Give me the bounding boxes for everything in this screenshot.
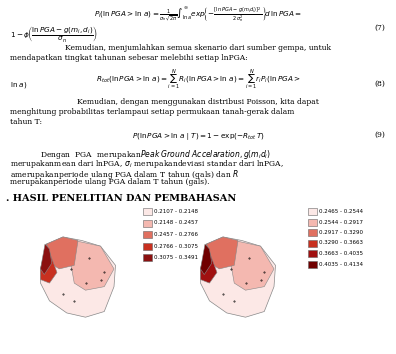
Text: (8): (8) xyxy=(374,80,385,88)
Text: 0.2544 - 0.2917: 0.2544 - 0.2917 xyxy=(319,219,363,224)
Text: 0.2107 - 0.2148: 0.2107 - 0.2148 xyxy=(154,209,198,214)
Text: $P_i(\ln PGA > \ln\,a) = \frac{1}{\sigma_n\sqrt{2\pi}}\int_{\ln a}^{\infty} exp\: $P_i(\ln PGA > \ln\,a) = \frac{1}{\sigma… xyxy=(94,6,302,24)
Text: 0.3075 - 0.3491: 0.3075 - 0.3491 xyxy=(154,255,198,260)
Text: $\ln\,a)$: $\ln\,a)$ xyxy=(10,80,28,90)
Bar xyxy=(143,242,152,250)
Text: merupakanmean dari lnPGA, $\sigma_i$ merupakandeviasi standar dari lnPGA,: merupakanmean dari lnPGA, $\sigma_i$ mer… xyxy=(10,158,284,170)
Text: Dengan  PGA  merupakan$\mathit{Peak\ Ground\ Accelaration,}g(m_id_i)$: Dengan PGA merupakan$\mathit{Peak\ Groun… xyxy=(40,148,271,161)
Bar xyxy=(143,208,152,215)
Text: (7): (7) xyxy=(374,24,385,32)
Text: 0.3663 - 0.4035: 0.3663 - 0.4035 xyxy=(319,251,363,256)
Text: merupakanperiode ulang PGA dalam T tahun (gals).: merupakanperiode ulang PGA dalam T tahun… xyxy=(10,178,209,186)
Text: tahun T:: tahun T: xyxy=(10,118,42,126)
Bar xyxy=(143,219,152,227)
Text: . HASIL PENELITIAN DAN PEMBAHASAN: . HASIL PENELITIAN DAN PEMBAHASAN xyxy=(6,194,236,203)
Text: 0.2148 - 0.2457: 0.2148 - 0.2457 xyxy=(154,221,198,225)
Polygon shape xyxy=(40,237,116,317)
Bar xyxy=(308,229,317,236)
Polygon shape xyxy=(40,244,52,275)
Text: 0.2465 - 0.2544: 0.2465 - 0.2544 xyxy=(319,209,363,214)
Polygon shape xyxy=(46,237,78,269)
Bar xyxy=(143,254,152,261)
Text: 0.4035 - 0.4134: 0.4035 - 0.4134 xyxy=(319,262,363,267)
Text: $P(\ln PGA > \ln\,a\mid T) = 1 - \exp(-R_{tot}\,T)$: $P(\ln PGA > \ln\,a\mid T) = 1 - \exp(-R… xyxy=(131,131,265,142)
Text: 0.2457 - 0.2766: 0.2457 - 0.2766 xyxy=(154,232,198,237)
Polygon shape xyxy=(200,244,212,275)
Polygon shape xyxy=(200,237,276,317)
Text: amerupakanperiode ulang PGA dalam T tahun (gals) dan $\mathit{R}$: amerupakanperiode ulang PGA dalam T tahu… xyxy=(10,168,239,181)
Text: $R_{tot}(\ln PGA > \ln\,a) = \sum_{i=1}^{N}R_i(\ln PGA > \ln\,a) = \sum_{i=1}^{N: $R_{tot}(\ln PGA > \ln\,a) = \sum_{i=1}^… xyxy=(95,67,301,91)
Text: (9): (9) xyxy=(374,131,385,139)
Bar xyxy=(143,231,152,238)
Bar xyxy=(308,261,317,268)
Text: mendapatkan tingkat tahunan sebesar melebihi setiap lnPGA:: mendapatkan tingkat tahunan sebesar mele… xyxy=(10,54,248,62)
Polygon shape xyxy=(200,244,217,283)
Bar xyxy=(308,208,317,215)
Bar xyxy=(308,240,317,246)
Polygon shape xyxy=(230,240,274,290)
Text: 0.3290 - 0.3663: 0.3290 - 0.3663 xyxy=(319,240,363,246)
Bar xyxy=(308,250,317,257)
Text: 0.2766 - 0.3075: 0.2766 - 0.3075 xyxy=(154,244,198,249)
Text: 0.2917 - 0.3290: 0.2917 - 0.3290 xyxy=(319,230,363,235)
Text: $1-\phi\!\left(\dfrac{\ln PGA - g(m_i,d_i)}{\sigma_n}\right)$: $1-\phi\!\left(\dfrac{\ln PGA - g(m_i,d_… xyxy=(10,24,98,44)
Bar xyxy=(308,218,317,225)
Polygon shape xyxy=(70,240,114,290)
Text: menghitung probabilitas terlampaui setiap permukaan tanah-gerak dalam: menghitung probabilitas terlampaui setia… xyxy=(10,108,294,116)
Text: Kemudian, dengan menggunakan distribusi Poisson, kita dapat: Kemudian, dengan menggunakan distribusi … xyxy=(77,98,319,106)
Polygon shape xyxy=(40,244,57,283)
Polygon shape xyxy=(206,237,238,269)
Text: Kemudian, menjumlahkan semua skenario dari sumber gempa, untuk: Kemudian, menjumlahkan semua skenario da… xyxy=(65,44,331,52)
